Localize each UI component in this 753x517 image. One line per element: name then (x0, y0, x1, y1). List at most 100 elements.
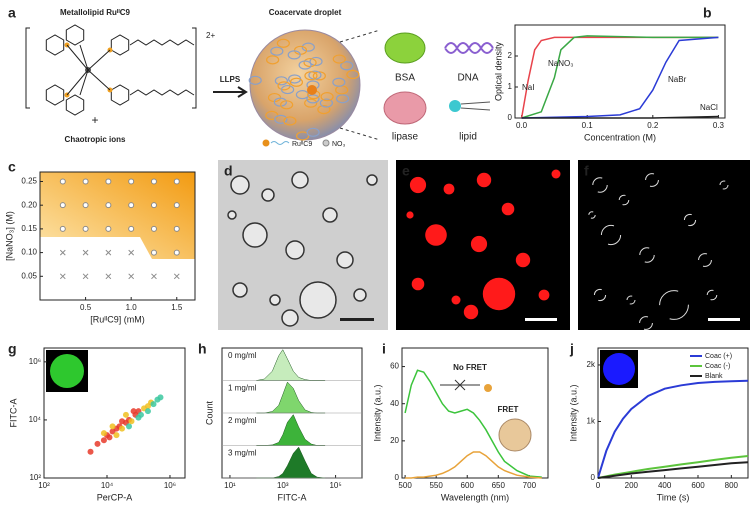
droplet-core (307, 85, 317, 95)
histogram-area (256, 381, 326, 414)
zoom-lines (339, 29, 381, 141)
x-tick-label: 1.5 (171, 303, 183, 312)
pyridine-ring (45, 84, 65, 106)
vesicle (248, 75, 262, 85)
y-tick-label: 1k (587, 417, 596, 426)
marker-circle (59, 178, 66, 185)
droplet-ring (645, 173, 659, 187)
legend-label: Blank (705, 373, 723, 380)
droplet (443, 183, 455, 195)
droplet (470, 235, 488, 253)
y-tick-label: 10⁴ (29, 415, 42, 424)
vesicle (274, 114, 288, 124)
bonds (66, 44, 111, 96)
droplet (242, 222, 268, 248)
y-tick-label: 2k (587, 360, 596, 369)
droplet-ring (706, 289, 718, 301)
droplet (551, 169, 561, 179)
series-label: NaI (522, 83, 534, 92)
x-axis-label: Time (s) (657, 492, 690, 502)
droplet (269, 294, 281, 306)
x-tick-label: 0.2 (647, 121, 659, 130)
scatter-point (122, 411, 129, 418)
bsa-icon (384, 32, 426, 64)
droplet-ring (639, 316, 653, 330)
marker-cross (105, 249, 112, 256)
droplet (285, 240, 305, 260)
pyridine-ring (65, 94, 85, 116)
x-tick-label: 0.0 (516, 121, 528, 130)
y-axis-label: FITC-A (8, 399, 18, 428)
panel-label: d (224, 163, 233, 179)
droplet (411, 277, 425, 291)
droplet (482, 277, 516, 311)
vesicle (287, 50, 301, 60)
panel-label: g (8, 341, 17, 357)
y-tick-label: 20 (390, 436, 399, 445)
vesicle (346, 69, 360, 80)
scatter-point (125, 423, 132, 430)
marker-circle (59, 225, 66, 232)
y-tick-label: 1 (508, 82, 513, 91)
droplet (261, 188, 275, 202)
scatter-point (119, 425, 126, 432)
droplet (476, 172, 492, 188)
marker-cross (128, 249, 135, 256)
marker-circle (128, 178, 135, 185)
marker-circle (59, 202, 66, 209)
y-tick-label: 10² (29, 473, 41, 482)
panel-label: a (8, 5, 16, 21)
plus: + (91, 113, 98, 127)
scatter-point (100, 437, 107, 444)
lipase-icon (383, 91, 427, 125)
vesicle (317, 105, 331, 115)
molecule-title: Metallolipid RuᴵᴵC9 (60, 8, 131, 17)
legend-no3-label: NO₃ (332, 141, 346, 148)
bracket (25, 27, 197, 109)
marker-cross (59, 249, 66, 256)
x-tick-label: 0 (596, 481, 601, 490)
scatter-point (87, 448, 94, 455)
cargo-label: DNA (457, 73, 478, 84)
y-tick-label: 0 (508, 113, 513, 122)
y-tick-label: 0 (591, 473, 596, 482)
plot-frame (39, 171, 196, 301)
legend-ru (262, 139, 270, 147)
x-tick-label: 0.3 (713, 121, 725, 130)
panel-label: f (584, 163, 589, 179)
droplet-ring (600, 224, 622, 246)
x-tick-label: 600 (461, 481, 475, 490)
plot-frame (597, 347, 749, 479)
droplet (299, 281, 337, 319)
marker-cross (59, 273, 66, 280)
droplet-texture (248, 38, 360, 141)
vesicle (304, 71, 318, 81)
droplet (409, 176, 427, 194)
vesicle (280, 100, 294, 110)
x-tick-label: 10¹ (224, 481, 236, 490)
droplet (281, 309, 299, 327)
scatter-point (119, 418, 126, 425)
cargo-label: lipase (392, 132, 419, 143)
droplet-ring (626, 295, 636, 305)
scatter-point (113, 432, 120, 439)
phase-region (40, 172, 195, 259)
y-axis-label: Intensity (a.u.) (372, 384, 382, 441)
droplet-ring (719, 180, 729, 190)
scatter-point (106, 434, 113, 441)
histogram-area (256, 349, 326, 381)
panel-label: e (402, 163, 410, 179)
droplet-ring (588, 211, 596, 219)
marker-circle (150, 178, 157, 185)
vesicle (301, 42, 315, 52)
donor (484, 384, 492, 392)
marker-circle (105, 202, 112, 209)
panel-label: c (8, 159, 16, 175)
marker-circle (173, 178, 180, 185)
series-line (404, 369, 542, 478)
plot-frame (401, 347, 549, 479)
vesicle (304, 98, 318, 108)
schematic: Metallolipid RuᴵᴵC9 2+ + Chaotropic ions… (25, 8, 494, 148)
histogram-area (256, 414, 326, 446)
